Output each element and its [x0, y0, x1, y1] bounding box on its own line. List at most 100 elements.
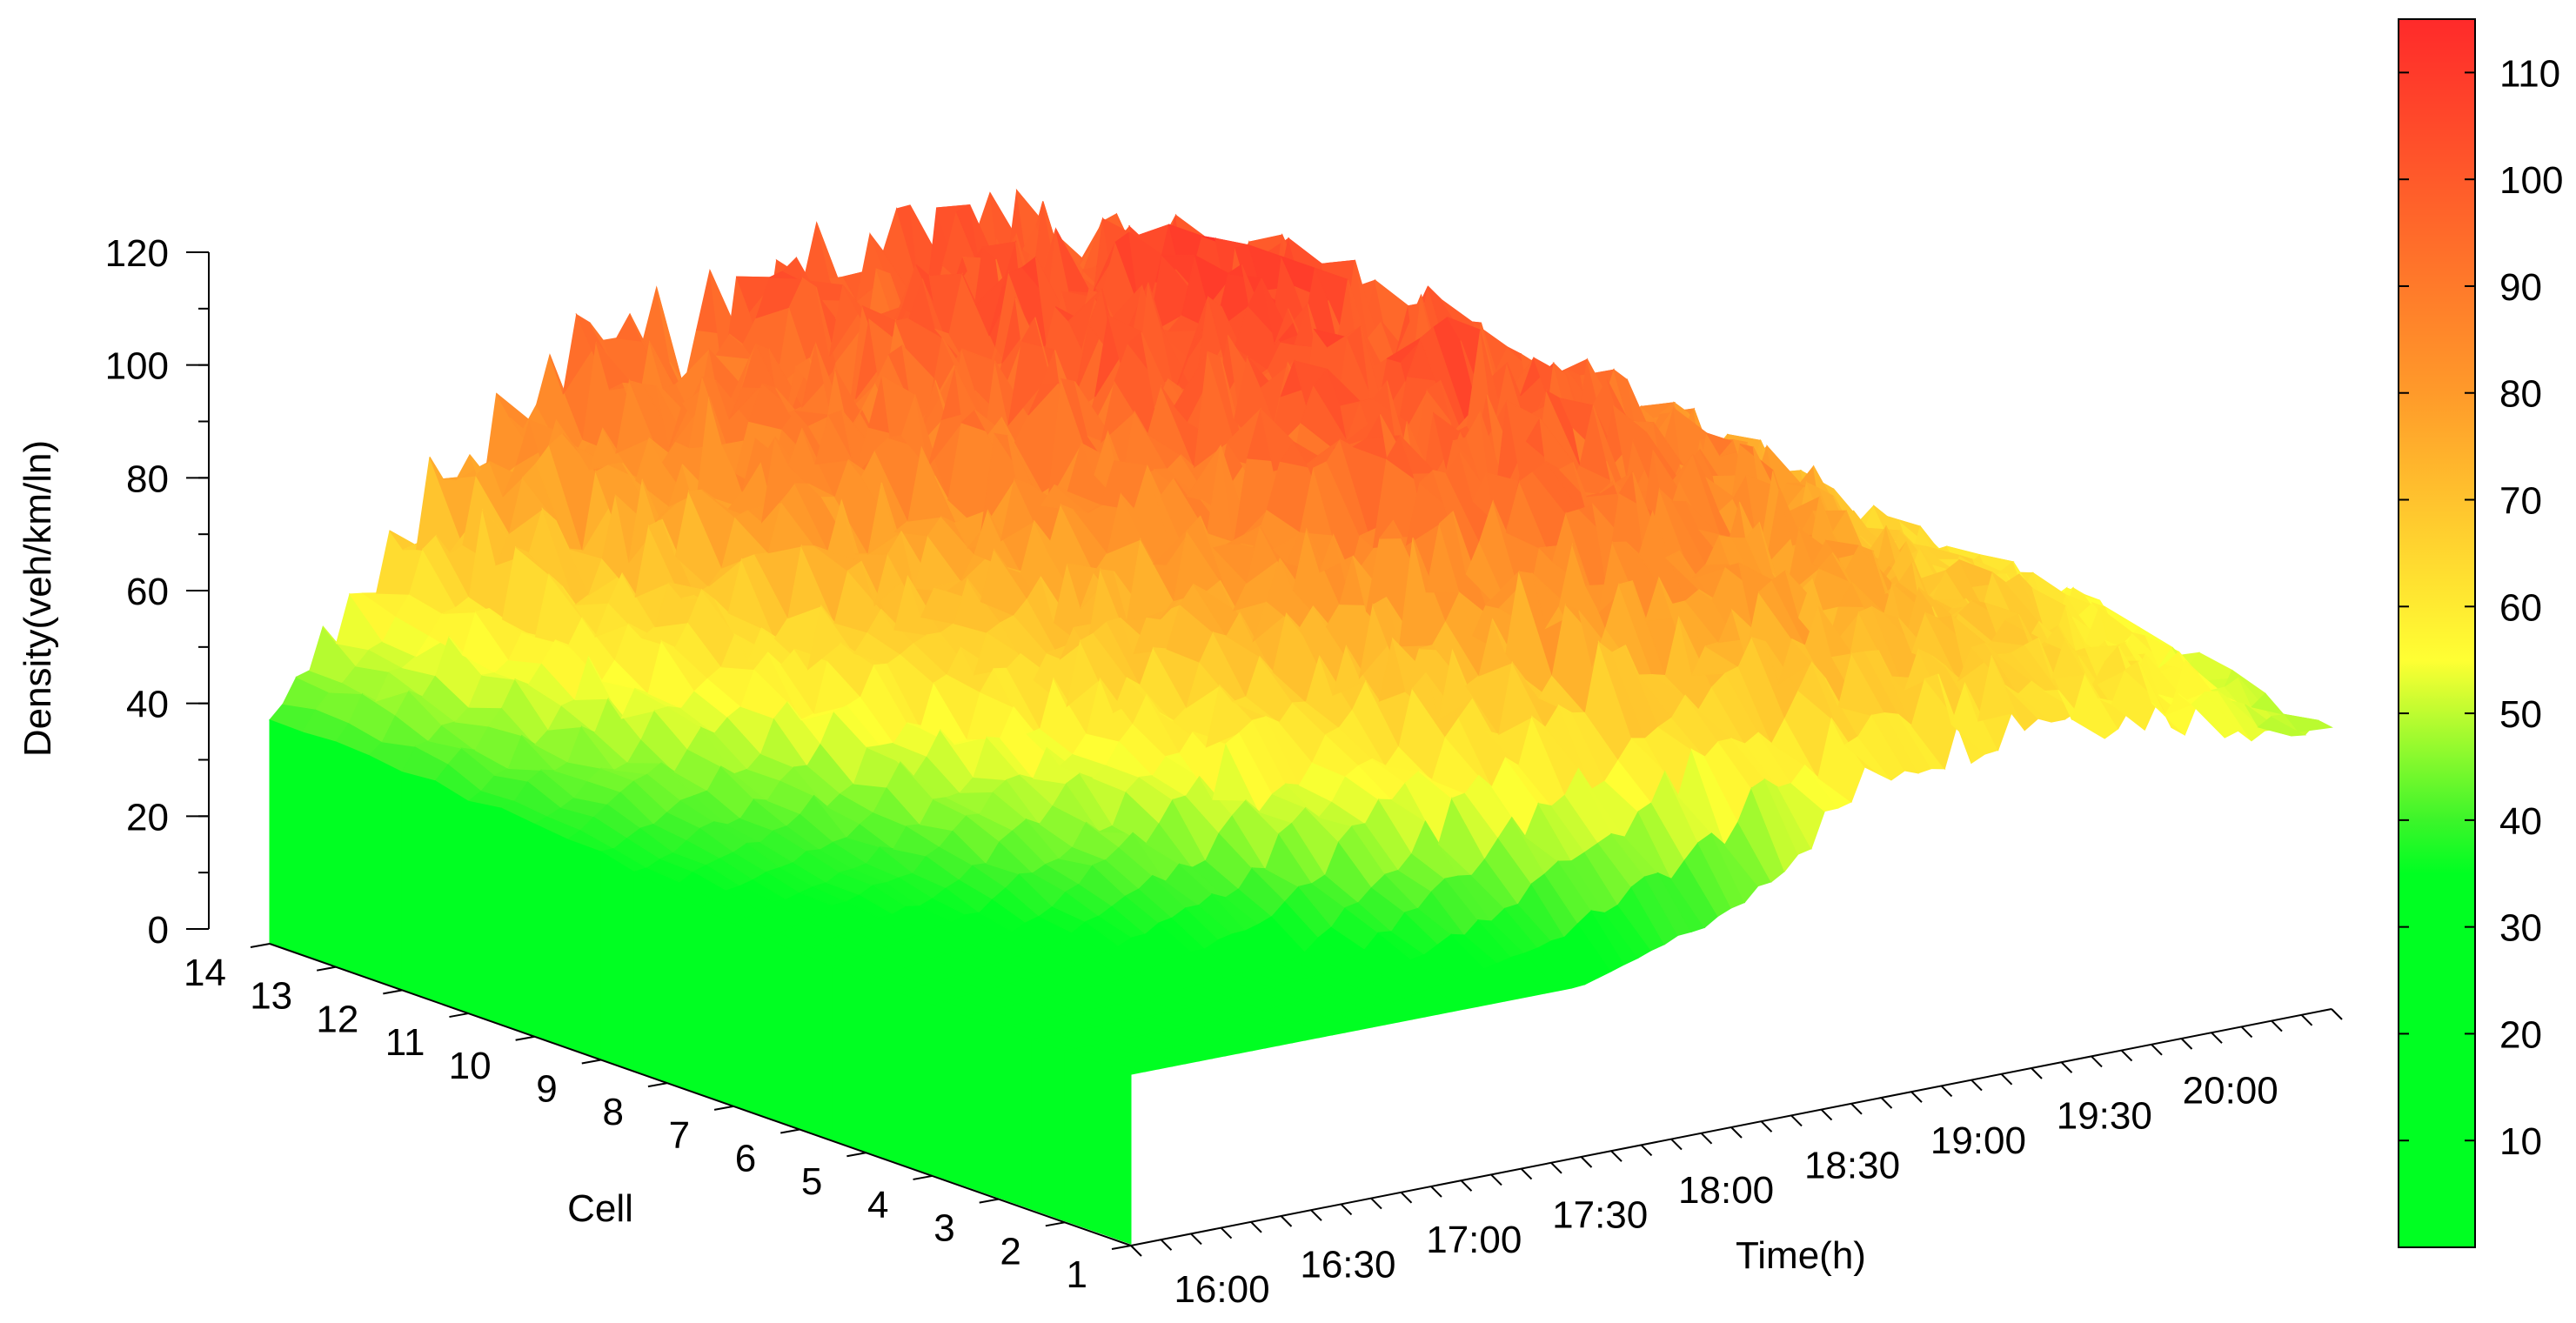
surface-wall — [998, 1027, 1033, 1210]
time-minor-tick — [1460, 1179, 1473, 1192]
z-tick-label: 40 — [126, 684, 169, 726]
time-minor-tick — [2091, 1055, 2103, 1068]
time-tick-label: 16:00 — [1174, 1268, 1269, 1311]
cell-tick-label: 7 — [669, 1114, 690, 1157]
cell-tick — [383, 989, 403, 995]
cell-tick-label: 3 — [933, 1207, 954, 1250]
time-minor-tick — [1670, 1138, 1683, 1151]
cell-tick-label: 13 — [250, 975, 292, 1018]
surface-facet — [2284, 713, 2333, 732]
time-minor-tick — [1280, 1215, 1293, 1227]
surface-wall — [401, 772, 436, 1003]
time-tick-label: 16:30 — [1300, 1244, 1395, 1286]
time-minor-tick — [1250, 1221, 1262, 1233]
cell-tick-label: 6 — [735, 1138, 756, 1180]
time-minor-tick — [1940, 1085, 1953, 1098]
cell-tick — [846, 1152, 866, 1158]
time-tick-label: 19:00 — [1930, 1119, 2026, 1162]
cell-tick-label: 12 — [316, 998, 358, 1040]
surface-layer — [268, 188, 2333, 1245]
surface-wall — [567, 839, 602, 1060]
surface-wall — [534, 823, 569, 1049]
surface-wall — [335, 741, 370, 979]
time-tick-label: 20:00 — [2183, 1070, 2278, 1113]
surface-wall — [434, 780, 469, 1014]
axes-layer: 020406080100120123456789101112131416:001… — [105, 232, 2343, 1311]
z-tick-label: 20 — [126, 796, 169, 839]
surface-wall — [965, 1015, 1000, 1199]
surface-wall — [699, 906, 734, 1106]
time-minor-tick — [1580, 1156, 1593, 1168]
surface-wall — [1097, 1061, 1132, 1245]
surface-wall — [865, 981, 900, 1164]
cell-tick — [250, 943, 271, 948]
surface-wall — [302, 732, 337, 968]
colorbar-tick-label: 90 — [2499, 266, 2542, 309]
cell-axis-line — [269, 943, 1132, 1246]
time-minor-tick — [2180, 1038, 2193, 1050]
cell-tick — [1045, 1221, 1066, 1227]
colorbar-gradient — [2398, 18, 2476, 1248]
time-minor-tick — [1790, 1114, 1803, 1127]
surface-wall — [899, 992, 933, 1176]
time-minor-tick — [2240, 1026, 2253, 1039]
time-minor-tick — [1220, 1226, 1233, 1239]
surface-wall — [600, 851, 635, 1072]
time-minor-tick — [1340, 1203, 1353, 1216]
surface-wall — [733, 924, 767, 1118]
z-tick-label: 100 — [105, 345, 169, 388]
time-minor-tick — [1850, 1103, 1863, 1115]
cell-tick-label: 5 — [801, 1160, 822, 1203]
time-minor-tick — [2031, 1067, 2043, 1079]
time-minor-tick — [1910, 1091, 1923, 1103]
time-minor-tick — [1370, 1197, 1382, 1210]
cell-tick — [713, 1105, 734, 1111]
time-minor-tick — [1430, 1186, 1442, 1198]
colorbar-tick-label: 10 — [2499, 1120, 2542, 1163]
time-minor-tick — [2060, 1061, 2073, 1073]
surface-wall — [269, 718, 304, 957]
time-tick-label: 17:00 — [1426, 1219, 1522, 1261]
surface-wall — [932, 1004, 967, 1187]
time-minor-tick — [1730, 1126, 1743, 1139]
time-minor-tick — [1820, 1108, 1833, 1121]
cell-tick-label: 4 — [867, 1184, 888, 1226]
surface-wall — [766, 938, 800, 1130]
time-minor-tick — [2211, 1032, 2223, 1044]
z-tick-label: 60 — [126, 571, 169, 613]
time-minor-tick — [2151, 1044, 2163, 1056]
cell-tick — [316, 966, 337, 972]
y-axis-label: Cell — [567, 1187, 633, 1230]
time-tick-label: 19:30 — [2057, 1094, 2152, 1137]
cell-tick-label: 11 — [385, 1021, 425, 1064]
cell-tick — [581, 1059, 601, 1065]
cell-tick-label: 2 — [1000, 1230, 1020, 1273]
surface-wall — [501, 807, 536, 1037]
colorbar-tick-label: 70 — [2499, 480, 2542, 523]
time-minor-tick — [1970, 1079, 1983, 1092]
time-minor-tick — [1520, 1167, 1533, 1180]
cell-tick-label: 10 — [449, 1045, 492, 1087]
time-minor-tick — [1400, 1192, 1413, 1204]
time-minor-tick — [1760, 1120, 1773, 1133]
cell-tick-label: 1 — [1067, 1253, 1087, 1296]
surface-wall — [368, 754, 403, 991]
z-tick-label: 120 — [105, 232, 169, 275]
cell-tick — [1111, 1245, 1132, 1250]
cell-tick — [515, 1035, 535, 1041]
time-minor-tick — [1310, 1209, 1322, 1221]
time-tick-label: 18:30 — [1804, 1144, 1900, 1186]
cell-tick — [913, 1174, 933, 1180]
x-axis-label: Time(h) — [1736, 1234, 1866, 1277]
surface-wall — [832, 966, 866, 1153]
z-tick-label: 80 — [126, 458, 169, 500]
colorbar-tick-label: 80 — [2499, 373, 2542, 416]
time-minor-tick — [1610, 1150, 1623, 1162]
surface-wall — [799, 952, 833, 1141]
cell-tick-label: 9 — [536, 1067, 557, 1110]
time-minor-tick — [2120, 1049, 2133, 1062]
time-minor-tick — [1700, 1133, 1713, 1145]
surface-wall — [468, 800, 502, 1026]
time-minor-tick — [1880, 1097, 1893, 1109]
